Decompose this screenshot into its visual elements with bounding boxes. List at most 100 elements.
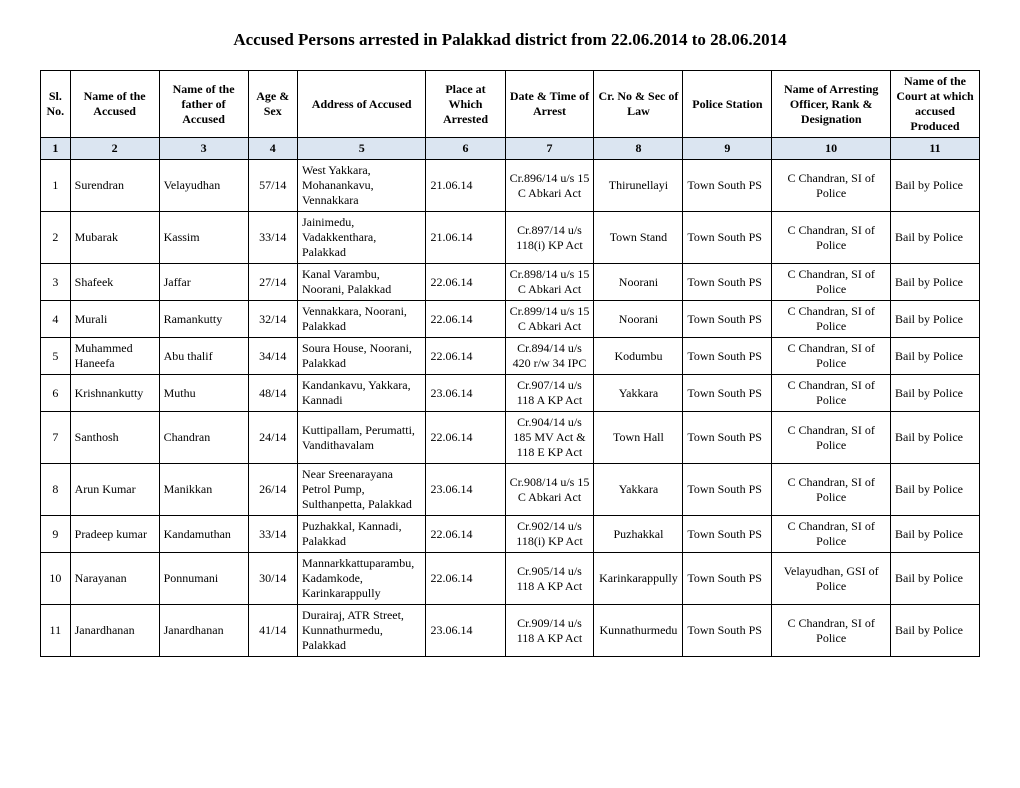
table-cell: Town South PS [683, 412, 772, 464]
numcell: 1 [41, 138, 71, 160]
table-cell: Kanal Varambu, Noorani, Palakkad [297, 264, 426, 301]
table-cell: Kandankavu, Yakkara, Kannadi [297, 375, 426, 412]
table-cell: Cr.907/14 u/s 118 A KP Act [505, 375, 594, 412]
table-cell: 27/14 [248, 264, 297, 301]
table-cell: 24/14 [248, 412, 297, 464]
table-cell: 11 [41, 605, 71, 657]
table-cell: 2 [41, 212, 71, 264]
table-cell: Ponnumani [159, 553, 248, 605]
table-cell: Krishnankutty [70, 375, 159, 412]
table-cell: 57/14 [248, 160, 297, 212]
table-cell: Bail by Police [890, 516, 979, 553]
table-cell: Town South PS [683, 605, 772, 657]
table-cell: C Chandran, SI of Police [772, 412, 891, 464]
header-officer: Name of Arresting Officer, Rank & Design… [772, 71, 891, 138]
table-cell: Narayanan [70, 553, 159, 605]
table-row: 10NarayananPonnumani30/14Mannarkkattupar… [41, 553, 980, 605]
table-cell: Cr.904/14 u/s 185 MV Act & 118 E KP Act [505, 412, 594, 464]
table-cell: Near Sreenarayana Petrol Pump, Sulthanpe… [297, 464, 426, 516]
table-cell: Cr.908/14 u/s 15 C Abkari Act [505, 464, 594, 516]
table-cell: Bail by Police [890, 212, 979, 264]
table-cell: Murali [70, 301, 159, 338]
numcell: 10 [772, 138, 891, 160]
table-cell: Kunnathurmedu [594, 605, 683, 657]
table-cell: 22.06.14 [426, 264, 505, 301]
table-cell: C Chandran, SI of Police [772, 375, 891, 412]
table-cell: Bail by Police [890, 338, 979, 375]
table-cell: Town South PS [683, 553, 772, 605]
table-cell: Kassim [159, 212, 248, 264]
table-cell: Thirunellayi [594, 160, 683, 212]
header-place: Place at Which Arrested [426, 71, 505, 138]
table-cell: Town South PS [683, 375, 772, 412]
table-cell: C Chandran, SI of Police [772, 464, 891, 516]
table-cell: Mannarkkattuparambu, Kadamkode, Karinkar… [297, 553, 426, 605]
table-row: 8Arun KumarManikkan26/14Near Sreenarayan… [41, 464, 980, 516]
table-row: 4MuraliRamankutty32/14Vennakkara, Nooran… [41, 301, 980, 338]
table-row: 7SanthoshChandran24/14Kuttipallam, Perum… [41, 412, 980, 464]
numcell: 4 [248, 138, 297, 160]
table-cell: 8 [41, 464, 71, 516]
table-cell: Cr.898/14 u/s 15 C Abkari Act [505, 264, 594, 301]
table-cell: C Chandran, SI of Police [772, 160, 891, 212]
header-age: Age & Sex [248, 71, 297, 138]
table-cell: C Chandran, SI of Police [772, 301, 891, 338]
table-cell: 26/14 [248, 464, 297, 516]
table-cell: Kandamuthan [159, 516, 248, 553]
table-cell: Surendran [70, 160, 159, 212]
table-row: 3ShafeekJaffar27/14Kanal Varambu, Nooran… [41, 264, 980, 301]
table-row: 1SurendranVelayudhan57/14West Yakkara, M… [41, 160, 980, 212]
header-row: Sl. No. Name of the Accused Name of the … [41, 71, 980, 138]
table-cell: 9 [41, 516, 71, 553]
table-cell: 22.06.14 [426, 553, 505, 605]
table-cell: Town South PS [683, 160, 772, 212]
table-cell: 21.06.14 [426, 212, 505, 264]
table-cell: Cr.896/14 u/s 15 C Abkari Act [505, 160, 594, 212]
table-cell: Muthu [159, 375, 248, 412]
numcell: 5 [297, 138, 426, 160]
table-cell: 22.06.14 [426, 412, 505, 464]
table-cell: 48/14 [248, 375, 297, 412]
table-cell: 22.06.14 [426, 338, 505, 375]
table-cell: Town South PS [683, 301, 772, 338]
table-row: 9Pradeep kumarKandamuthan33/14Puzhakkal,… [41, 516, 980, 553]
table-cell: 23.06.14 [426, 605, 505, 657]
table-cell: Cr.897/14 u/s 118(i) KP Act [505, 212, 594, 264]
table-cell: 7 [41, 412, 71, 464]
table-cell: Shafeek [70, 264, 159, 301]
table-cell: West Yakkara, Mohanankavu, Vennakkara [297, 160, 426, 212]
table-cell: Town South PS [683, 264, 772, 301]
table-cell: 30/14 [248, 553, 297, 605]
table-row: 5Muhammed HaneefaAbu thalif34/14Soura Ho… [41, 338, 980, 375]
table-cell: Janardhanan [70, 605, 159, 657]
table-cell: Muhammed Haneefa [70, 338, 159, 375]
table-cell: 22.06.14 [426, 516, 505, 553]
table-cell: Bail by Police [890, 301, 979, 338]
table-cell: Karinkarappully [594, 553, 683, 605]
table-cell: Abu thalif [159, 338, 248, 375]
table-cell: Santhosh [70, 412, 159, 464]
table-row: 2MubarakKassim33/14Jainimedu, Vadakkenth… [41, 212, 980, 264]
table-cell: Velayudhan [159, 160, 248, 212]
numcell: 2 [70, 138, 159, 160]
table-cell: Velayudhan, GSI of Police [772, 553, 891, 605]
table-cell: Janardhanan [159, 605, 248, 657]
table-cell: Bail by Police [890, 553, 979, 605]
header-address: Address of Accused [297, 71, 426, 138]
table-cell: C Chandran, SI of Police [772, 338, 891, 375]
numcell: 11 [890, 138, 979, 160]
header-court: Name of the Court at which accused Produ… [890, 71, 979, 138]
header-name: Name of the Accused [70, 71, 159, 138]
table-cell: 23.06.14 [426, 464, 505, 516]
numcell: 3 [159, 138, 248, 160]
table-cell: Noorani [594, 264, 683, 301]
table-cell: Kuttipallam, Perumatti, Vandithavalam [297, 412, 426, 464]
table-cell: Jainimedu, Vadakkenthara, Palakkad [297, 212, 426, 264]
table-cell: Cr.899/14 u/s 15 C Abkari Act [505, 301, 594, 338]
table-row: 11JanardhananJanardhanan41/14Durairaj, A… [41, 605, 980, 657]
table-cell: Durairaj, ATR Street, Kunnathurmedu, Pal… [297, 605, 426, 657]
numcell: 8 [594, 138, 683, 160]
numcell: 9 [683, 138, 772, 160]
table-cell: 1 [41, 160, 71, 212]
table-cell: Bail by Police [890, 605, 979, 657]
